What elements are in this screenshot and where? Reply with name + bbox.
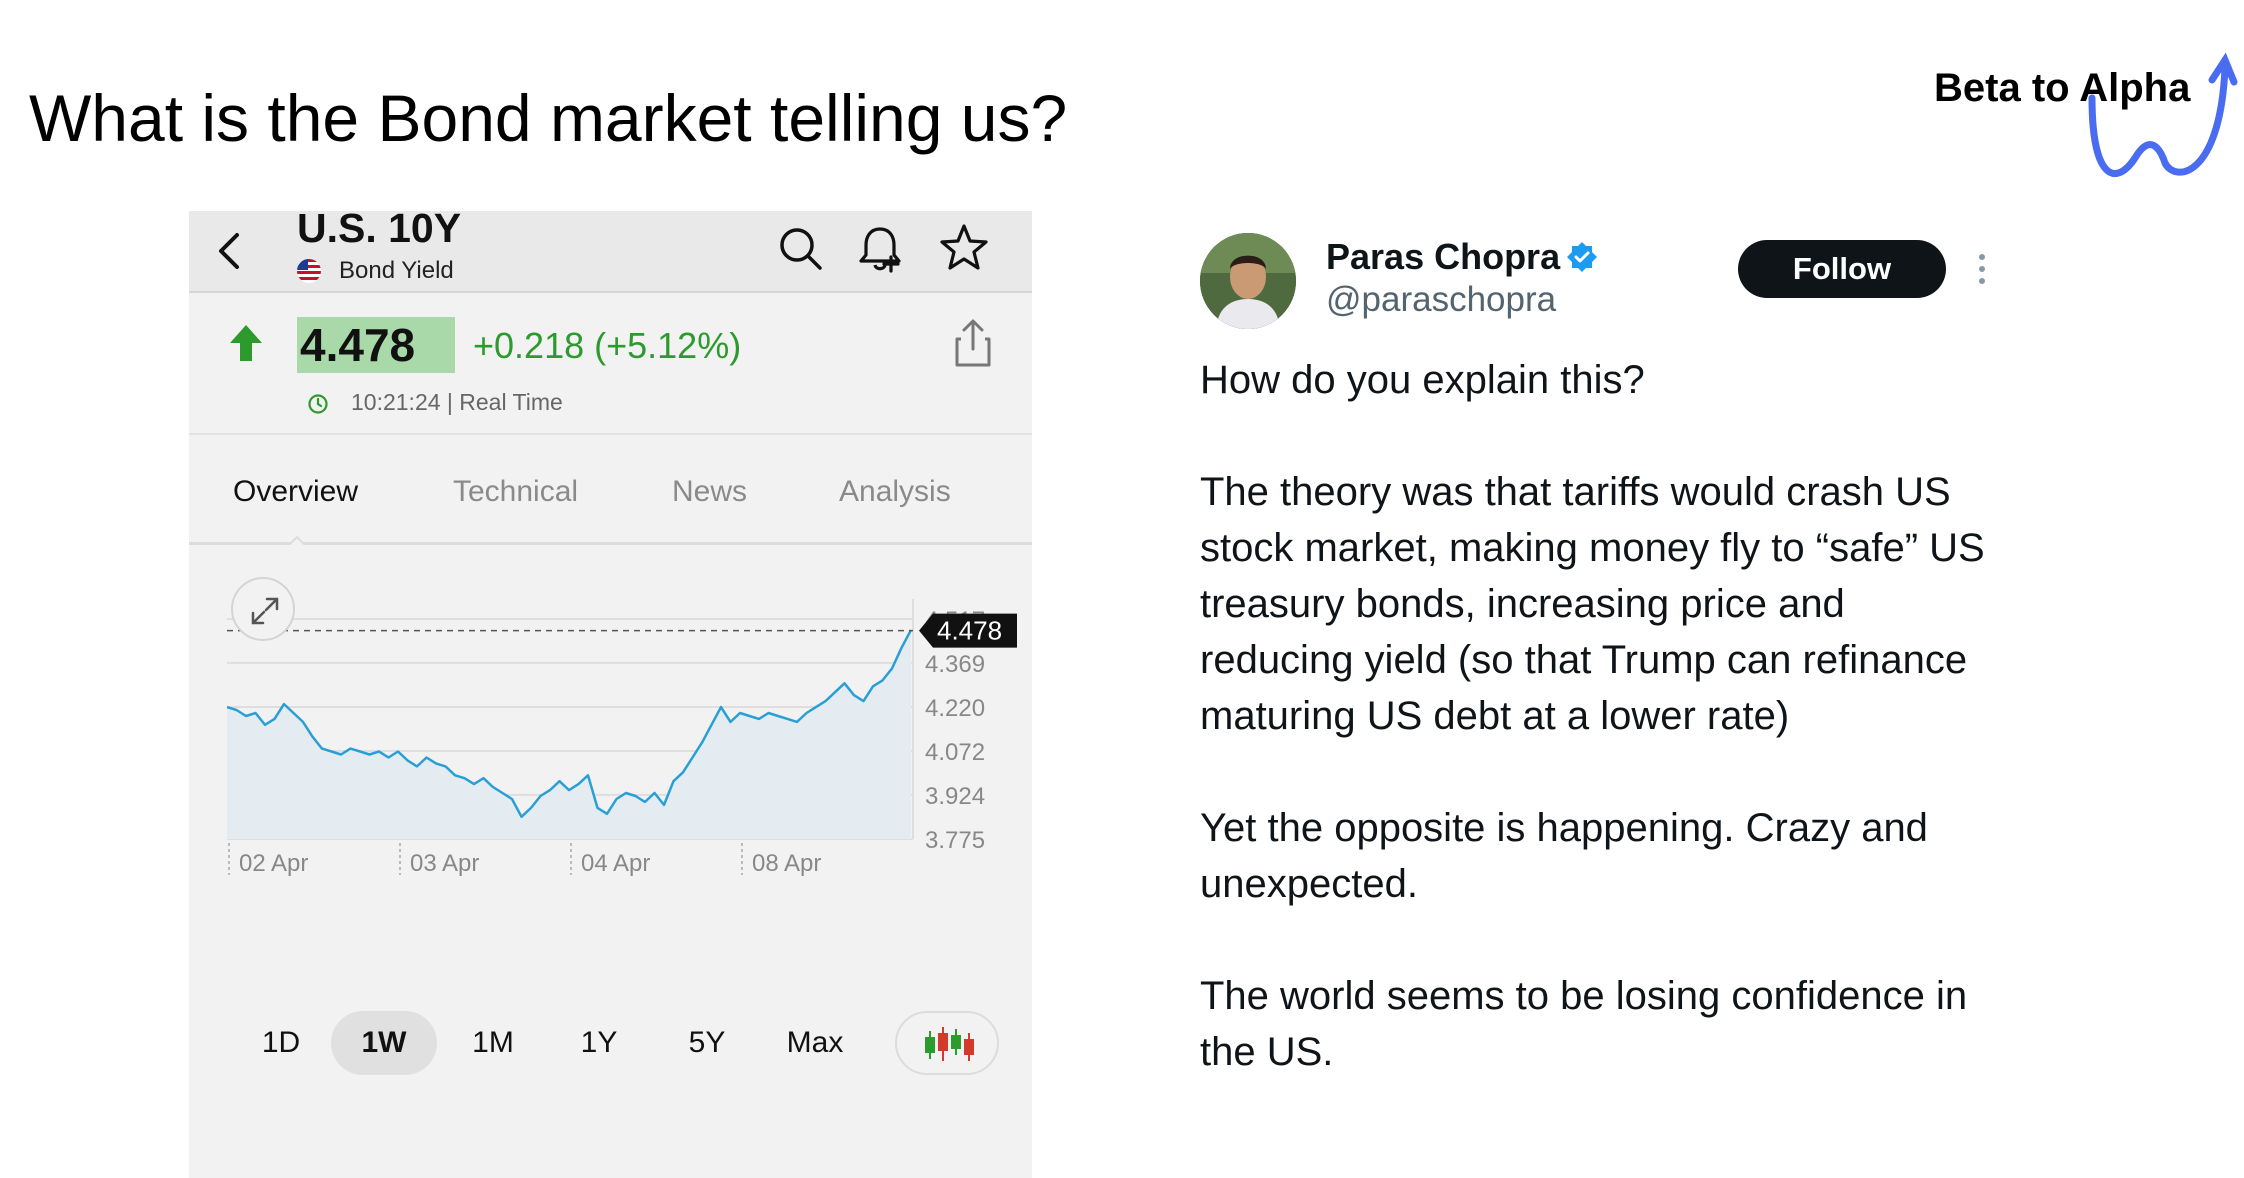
- expand-icon: [251, 597, 279, 625]
- brand-logo: Beta to Alpha: [1920, 52, 2240, 200]
- range-max[interactable]: Max: [786, 1026, 844, 1059]
- follow-button[interactable]: Follow: [1738, 240, 1946, 298]
- y-tick-label: 4.369: [925, 651, 985, 678]
- investing-app-screenshot: U.S. 10Y Bond Yield 4.478 +0.218 (+5.12%: [189, 211, 1032, 1178]
- tab-analysis[interactable]: Analysis: [839, 475, 951, 508]
- tweet: Paras Chopra @paraschopra Follow How do …: [1200, 230, 2000, 1150]
- range-5y[interactable]: 5Y: [688, 1026, 726, 1059]
- tab-news[interactable]: News: [672, 475, 748, 508]
- x-tick-label: 02 Apr: [239, 850, 308, 877]
- bell-plus-icon[interactable]: [853, 221, 907, 277]
- up-arrow-icon: [230, 325, 262, 361]
- range-1d[interactable]: 1D: [261, 1026, 301, 1059]
- range-1y[interactable]: 1Y: [580, 1026, 618, 1059]
- tweet-paragraph: The world seems to be losing confidence …: [1200, 974, 1968, 1074]
- instrument-title: U.S. 10Y: [297, 211, 462, 251]
- avatar[interactable]: [1200, 233, 1296, 329]
- tweet-paragraph: How do you explain this?: [1200, 358, 1645, 402]
- avatar-photo-icon: [1200, 233, 1296, 329]
- range-1m[interactable]: 1M: [472, 1026, 514, 1059]
- instrument-subtitle: Bond Yield: [339, 257, 454, 284]
- star-icon[interactable]: [937, 221, 991, 275]
- price-change: +0.218 (+5.12%): [473, 325, 742, 366]
- current-value-label: 4.478: [937, 616, 1002, 646]
- quote-timestamp: 10:21:24 | Real Time: [351, 389, 563, 415]
- current-value-tag: [919, 613, 1017, 648]
- tab-technical[interactable]: Technical: [453, 475, 579, 508]
- candlestick-toggle-button[interactable]: [895, 1011, 999, 1075]
- quote-row: 4.478 +0.218 (+5.12%) 10:21:24 | Real Ti…: [189, 295, 1032, 435]
- series-line: [226, 629, 913, 819]
- active-tab-caret-icon: [289, 535, 305, 545]
- more-options-icon[interactable]: [1976, 252, 1988, 286]
- x-tick-label: 08 Apr: [752, 850, 821, 877]
- us-flag-icon: [297, 259, 321, 283]
- y-tick-label: 4.072: [925, 739, 985, 766]
- x-tick-label: 04 Apr: [581, 850, 650, 877]
- verified-badge-icon: [1567, 242, 1597, 272]
- tab-overview[interactable]: Overview: [233, 475, 359, 508]
- author-name[interactable]: Paras Chopra: [1326, 236, 1561, 277]
- series-area: [227, 630, 911, 839]
- search-icon[interactable]: [775, 223, 827, 275]
- tweet-paragraph: Yet the opposite is happening. Crazy and…: [1200, 806, 1928, 906]
- brand-name: Beta to Alpha: [1934, 66, 2191, 110]
- time-range-selector: 1D 1W 1M 1Y 5Y Max: [189, 1011, 1032, 1091]
- clock-icon: [308, 394, 328, 414]
- share-icon[interactable]: [951, 317, 995, 369]
- tweet-paragraph: The theory was that tariffs would crash …: [1200, 470, 1985, 738]
- app-header: U.S. 10Y Bond Yield: [189, 211, 1032, 293]
- y-tick-label: 3.924: [925, 783, 985, 810]
- back-icon[interactable]: [209, 221, 249, 281]
- x-tick-label: 03 Apr: [410, 850, 479, 877]
- brand-arrow-icon: [2088, 52, 2238, 177]
- tweet-text: How do you explain this? The theory was …: [1200, 352, 2000, 1136]
- slide-title: What is the Bond market telling us?: [29, 81, 1068, 155]
- expand-chart-button[interactable]: [231, 577, 295, 641]
- author-handle[interactable]: @paraschopra: [1326, 280, 1557, 319]
- range-1w[interactable]: 1W: [331, 1011, 437, 1075]
- y-tick-label: 4.220: [925, 695, 985, 722]
- y-tick-label: 3.775: [925, 827, 985, 854]
- current-price: 4.478: [297, 317, 455, 373]
- candlestick-icon: [925, 1027, 974, 1061]
- tab-bar: Overview Technical News Analysis: [189, 439, 1032, 545]
